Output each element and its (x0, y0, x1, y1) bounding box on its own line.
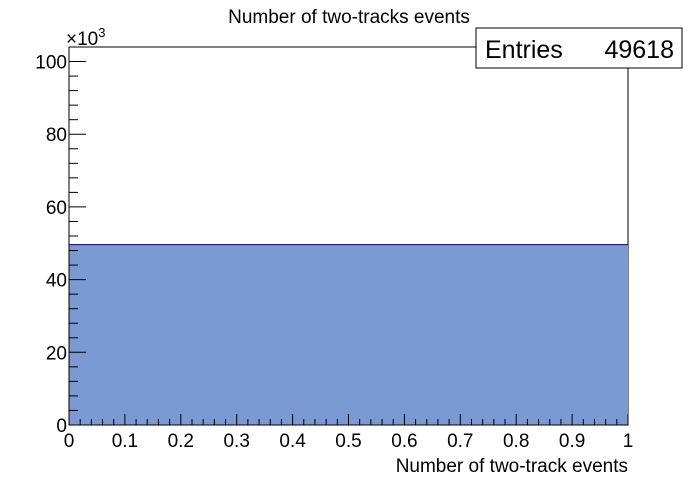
x-tick-label: 1 (623, 431, 634, 452)
y-tick-label: 100 (35, 53, 67, 74)
x-tick-label: 0.8 (503, 431, 529, 452)
stats-entries-label: Entries (485, 36, 563, 64)
stats-box: Entries 49618 (475, 27, 683, 69)
x-tick-label: 0.5 (335, 431, 361, 452)
y-exponent-power: 3 (98, 25, 105, 40)
bars-layer (69, 244, 628, 425)
chart-title: Number of two-tracks events (228, 7, 470, 28)
y-tick-label: 0 (56, 416, 67, 437)
y-tick-labels: 0 20 40 60 80 100 (35, 53, 67, 437)
x-tick-label: 0.6 (391, 431, 417, 452)
stats-box-frame (475, 27, 683, 69)
y-tick-label: 40 (46, 271, 67, 292)
x-tick-labels: 0 0.1 0.2 0.3 0.4 0.5 0.6 0.7 0.8 0.9 1 (64, 431, 634, 452)
x-tick-label: 0.1 (112, 431, 138, 452)
y-tick-label: 60 (46, 198, 67, 219)
x-tick-label: 0 (64, 431, 75, 452)
axes-layer (68, 46, 629, 426)
y-tick-label: 80 (46, 125, 67, 146)
x-axis-label: Number of two-track events (396, 456, 628, 474)
stats-entries-value: 49618 (604, 36, 674, 64)
x-tick-label: 0.9 (559, 431, 585, 452)
x-tick-label: 0.2 (168, 431, 194, 452)
y-exponent-label: ×103 (66, 25, 105, 50)
x-tick-label: 0.3 (223, 431, 249, 452)
x-tick-label: 0.7 (447, 431, 473, 452)
histogram-bar (69, 244, 628, 425)
x-tick-label: 0.4 (279, 431, 306, 452)
y-tick-label: 20 (46, 343, 67, 364)
